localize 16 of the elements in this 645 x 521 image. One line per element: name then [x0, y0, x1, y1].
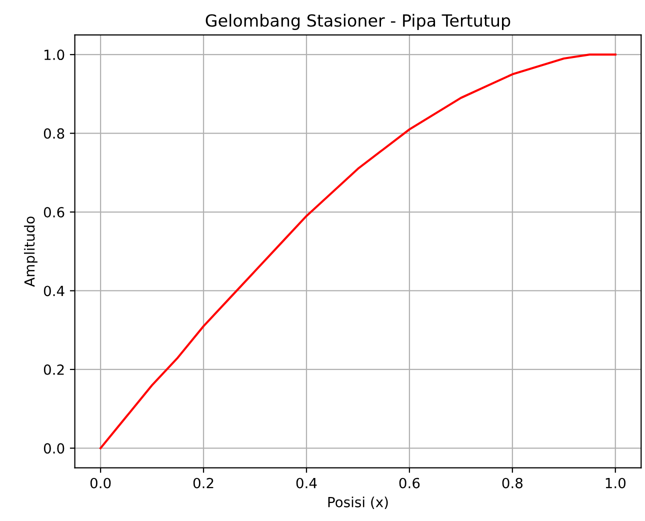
x-tick-label: 0.4	[296, 478, 317, 488]
y-tick-label: 1.0	[44, 50, 64, 60]
x-tick-label: 0.2	[193, 478, 214, 488]
x-axis-title: Posisi (x)	[328, 496, 388, 509]
y-tick-label: 0.0	[44, 443, 64, 454]
x-tick-label: 0.6	[399, 478, 420, 488]
y-axis-title: Amplitudo	[24, 216, 38, 287]
x-tick-label: 1.0	[606, 478, 626, 488]
y-tick-label: 0.4	[44, 286, 64, 296]
x-tick-label: 0.0	[90, 478, 111, 488]
line-series	[100, 54, 616, 450]
x-tick-label: 0.8	[502, 478, 523, 488]
y-tick-label: 0.8	[44, 128, 64, 139]
y-tick-label: 0.2	[44, 364, 64, 375]
chart-title: Gelombang Stasioner - Pipa Tertutup	[206, 14, 510, 30]
y-tick-label: 0.6	[44, 206, 64, 218]
